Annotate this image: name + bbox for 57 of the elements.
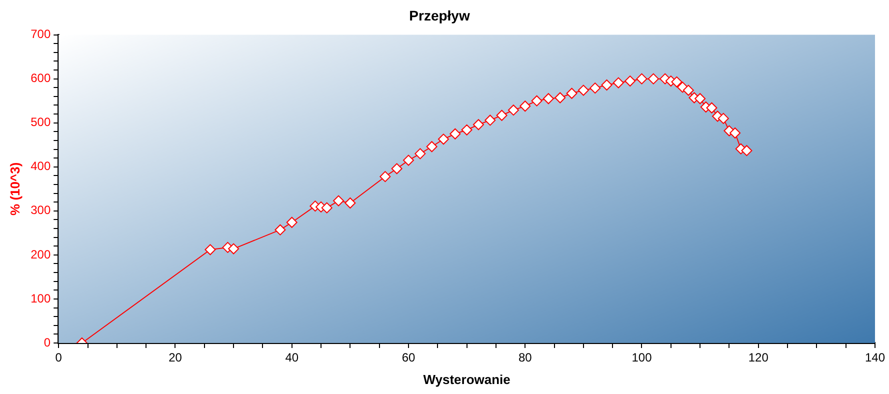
point	[496, 110, 508, 121]
x-tick-label: 40	[285, 350, 299, 365]
point	[484, 114, 496, 126]
y-tick-label: 300	[30, 203, 51, 218]
point	[426, 141, 438, 152]
point	[648, 73, 659, 84]
x-tick-label: 140	[864, 350, 886, 365]
x-tick-label: 0	[55, 350, 62, 365]
point	[204, 244, 216, 256]
x-tick-label: 60	[402, 350, 416, 365]
point	[321, 202, 332, 214]
x-axis-title: Wysterowanie	[423, 372, 510, 387]
point	[228, 243, 240, 254]
point	[706, 102, 718, 114]
point	[520, 100, 531, 112]
point	[438, 134, 449, 145]
point	[682, 84, 694, 96]
y-tick-label: 200	[30, 247, 51, 262]
point	[403, 154, 414, 166]
point	[601, 79, 612, 90]
y-tick-label: 500	[30, 115, 51, 130]
chart-title: Przepływ	[409, 7, 470, 24]
point	[624, 76, 636, 87]
point	[730, 127, 741, 138]
y-tick-label: 0	[44, 335, 51, 350]
point	[578, 84, 589, 96]
point	[380, 171, 391, 182]
y-tick-label: 100	[30, 291, 51, 306]
point	[590, 82, 601, 94]
point	[274, 224, 286, 236]
point	[554, 92, 566, 104]
y-tick-label: 700	[30, 27, 51, 42]
point	[694, 93, 706, 104]
point	[531, 95, 542, 106]
point	[741, 145, 752, 156]
point	[542, 93, 554, 104]
point	[414, 148, 426, 160]
point	[566, 88, 578, 99]
point	[472, 119, 484, 130]
x-tick-label: 80	[518, 350, 532, 365]
y-tick-label: 600	[30, 71, 51, 86]
point	[391, 163, 402, 174]
y-axis-title: % (10^3)	[7, 162, 22, 216]
point	[450, 128, 461, 140]
point	[636, 73, 648, 84]
point	[718, 112, 729, 124]
point	[344, 197, 356, 208]
x-tick-label: 100	[632, 350, 652, 365]
point	[286, 216, 298, 228]
point	[461, 124, 472, 136]
point	[612, 77, 624, 88]
point	[508, 104, 519, 116]
x-tick-label: 20	[168, 350, 182, 365]
point	[671, 76, 682, 88]
y-tick-label: 400	[30, 159, 51, 174]
point	[333, 195, 344, 206]
x-tick-label: 120	[748, 350, 769, 365]
